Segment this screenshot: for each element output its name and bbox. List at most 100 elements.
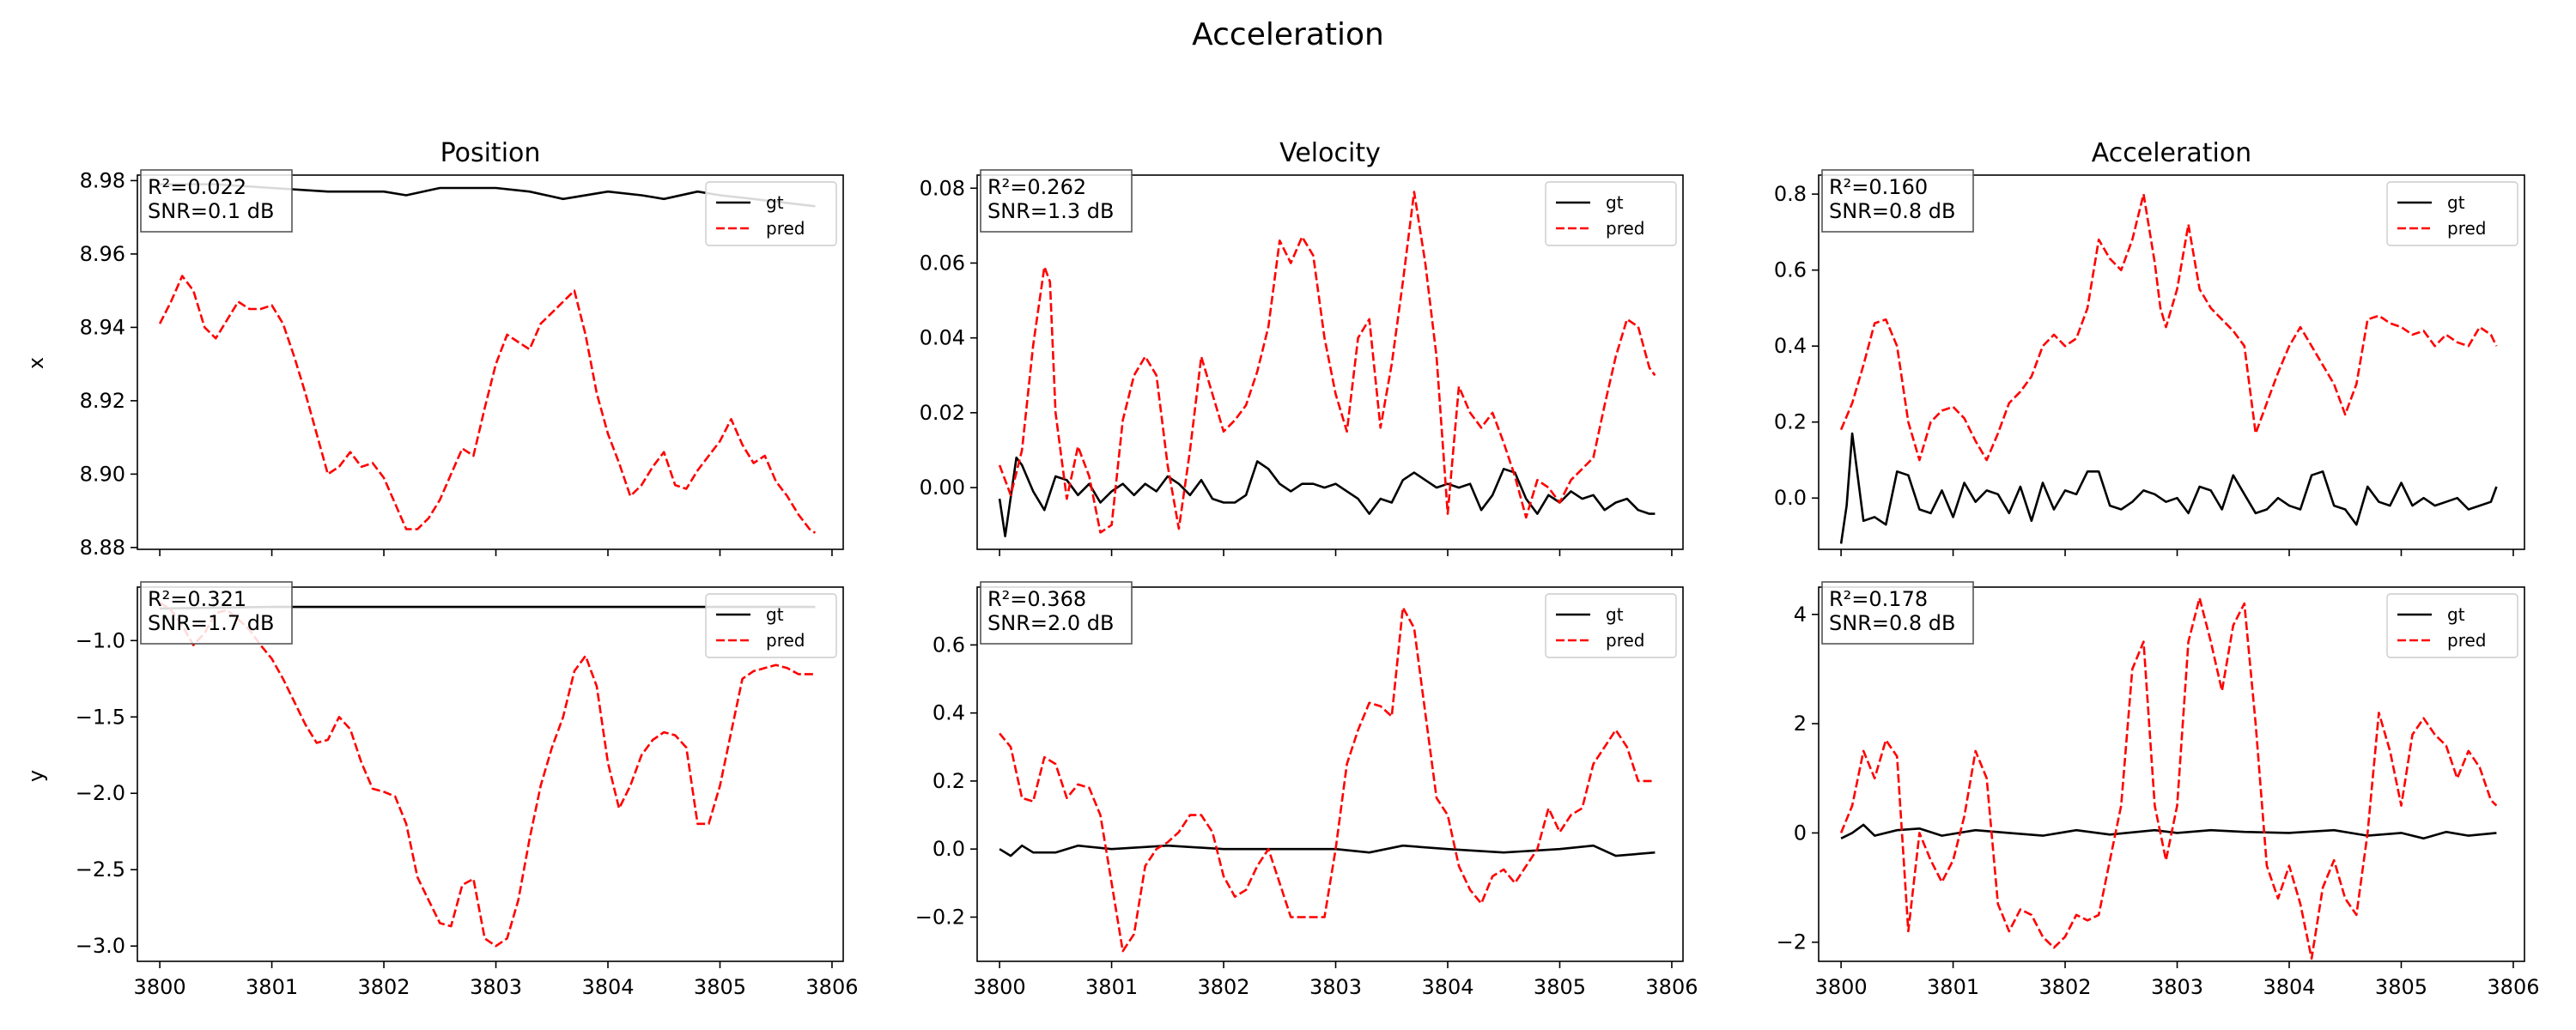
x-tick-label: 3803 [470,975,522,999]
x-tick-label: 3803 [1309,975,1362,999]
y-tick-label: 8.88 [80,536,125,560]
plot-frame [137,586,844,962]
y-tick-label: −2.5 [76,857,125,882]
legend-gt-label: gt [766,192,784,213]
row-label-y: y [24,770,48,782]
y-tick-label: 0.2 [933,769,965,793]
panel-5: −0.2 0.0 0.2 0.4 0.6 3800 3801 3802 3803 3804 3805… [915,581,1698,999]
series-line-gt [160,183,816,208]
x-tick-label: 3802 [2039,975,2092,999]
plot-frame [1818,586,2525,962]
x-tick-label: 3805 [1534,975,1586,999]
y-tick-label: 0.08 [920,176,965,200]
row-label-x: x [24,357,48,369]
legend-box [1545,181,1677,246]
y-tick-label: 0.4 [933,701,965,725]
annotation-snr: SNR=0.8 dB [1829,199,1955,223]
plot-frame [137,174,844,550]
legend-pred-label: pred [2447,630,2486,651]
annotation-r2: R²=0.262 [987,175,1086,199]
plot-frame [976,586,1684,962]
x-tick-label: 3800 [974,975,1026,999]
annotation-snr: SNR=0.8 dB [1829,611,1955,635]
y-tick-label: −2.0 [76,781,125,805]
annotation-r2: R²=0.368 [987,587,1086,611]
annotation-snr: SNR=2.0 dB [987,611,1114,635]
legend-pred-label: pred [2447,218,2486,239]
panel-4: −3.0 −2.5 −2.0 −1.5 −1.0 3800 3801 3802 3803 3804… [76,581,858,999]
x-tick-label: 3806 [1645,975,1698,999]
series-line-pred [1839,192,2498,462]
y-tick-label: 0.4 [1774,334,1807,358]
y-tick-label: 0 [1794,821,1807,845]
plot-frame [1818,174,2525,550]
x-tick-label: 3804 [1421,975,1473,999]
figure-suptitle: Acceleration [1192,17,1384,52]
y-tick-label: 0.04 [920,326,965,350]
y-tick-label: 0.06 [920,251,965,275]
panel-title: Position [440,138,541,168]
y-tick-label: 0.0 [933,837,965,861]
x-tick-label: 3804 [581,975,634,999]
x-tick-label: 3802 [358,975,410,999]
panel-2: Velocity 0.00 0.02 0.04 0.06 0.08 R²=0.262SNR=… [920,138,1684,556]
series-line-gt [1840,823,2497,840]
annotation-r2: R²=0.178 [1829,587,1928,611]
legend-pred-label: pred [1606,218,1644,239]
y-tick-label: 4 [1794,603,1807,627]
x-tick-label: 3801 [1085,975,1138,999]
legend-gt-label: gt [2447,192,2465,213]
annotation-snr: SNR=1.3 dB [987,199,1114,223]
y-tick-label: 8.90 [80,462,125,486]
x-tick-label: 3806 [2487,975,2539,999]
legend-gt-label: gt [1606,192,1624,213]
panel-title: Acceleration [2092,138,2251,168]
annotation-r2: R²=0.321 [148,587,246,611]
legend-box [705,181,837,246]
x-tick-label: 3803 [2151,975,2203,999]
series-line-pred [1839,597,2498,960]
series-line-gt [1839,432,2498,544]
annotation-snr: SNR=1.7 dB [148,611,274,635]
series-line-pred [158,275,817,534]
panel-3: Acceleration 0.0 0.2 0.4 0.6 0.8 R²=0.160SNR=0… [1774,138,2525,556]
annotation-box [980,581,1133,645]
y-tick-label: −3.0 [76,934,125,958]
y-tick-label: −0.2 [915,905,965,929]
x-tick-label: 3805 [694,975,746,999]
y-tick-label: −2 [1777,930,1807,954]
series-line-pred [159,601,816,948]
series-line-pred [998,191,1656,534]
legend-gt-label: gt [1606,604,1624,625]
annotation-box [1821,581,1974,645]
y-tick-label: 0.8 [1774,182,1807,206]
y-tick-label: 0.6 [933,633,965,657]
panels: Position 8.88 8.90 8.92 8.94 8.96 8.98 R²=0.022… [76,138,2540,999]
panel-1: Position 8.88 8.90 8.92 8.94 8.96 8.98 R²=0.022… [80,138,844,560]
y-tick-label: −1.5 [76,705,125,729]
plot-frame [976,174,1684,550]
x-tick-label: 3801 [1927,975,1979,999]
series-line-pred [999,606,1656,953]
legend-box [2386,181,2518,246]
panel-title: Velocity [1279,138,1381,168]
x-tick-label: 3805 [2375,975,2427,999]
annotation-r2: R²=0.022 [148,175,246,199]
y-tick-label: 0.0 [1774,486,1807,510]
x-tick-label: 3806 [805,975,858,999]
y-tick-label: −1.0 [76,628,125,652]
y-tick-label: 8.94 [80,315,125,339]
y-tick-label: 8.96 [80,242,125,266]
legend-gt-label: gt [766,604,784,625]
y-tick-label: 8.98 [80,168,125,192]
series-line-gt [998,456,1656,538]
legend-box [2386,593,2518,658]
x-tick-label: 3802 [1198,975,1250,999]
y-tick-label: 0.2 [1774,410,1807,434]
y-tick-label: 0.6 [1774,258,1807,282]
y-tick-label: 0.00 [920,476,965,500]
y-tick-label: 8.92 [80,389,125,413]
y-tick-label: 0.02 [920,401,965,425]
